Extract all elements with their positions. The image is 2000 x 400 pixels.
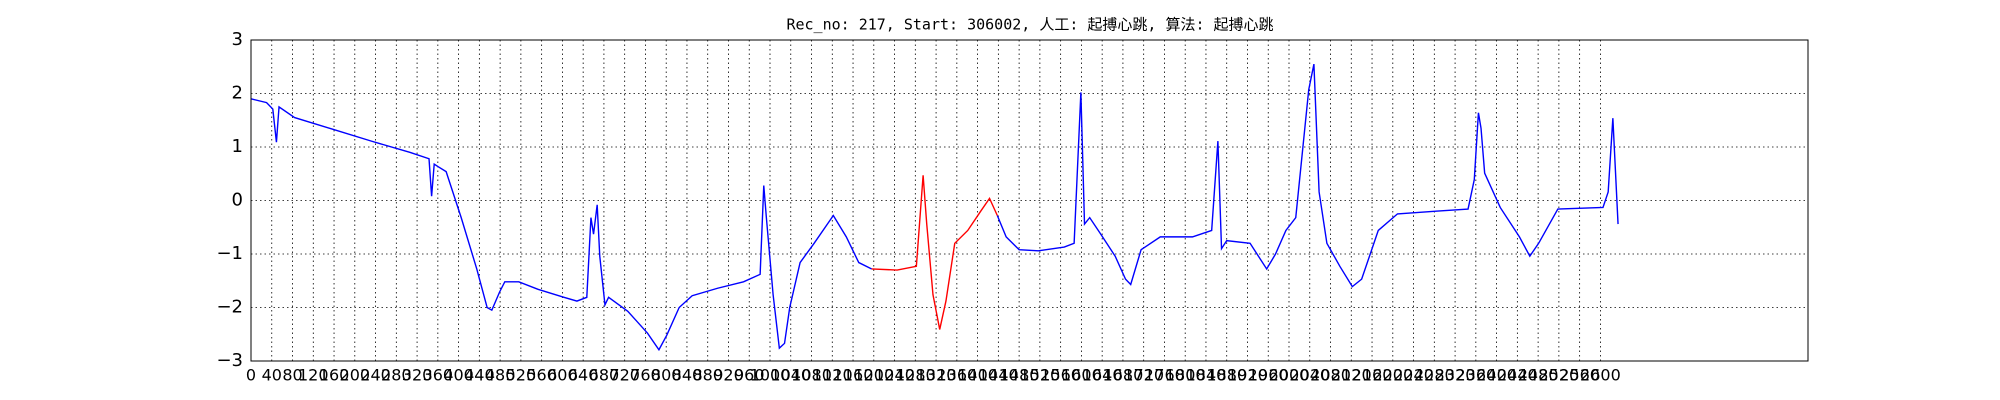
x-tick-label: 640 [568,366,599,385]
x-tick-label: 480 [485,366,516,385]
x-tick-label: 1600 [1061,366,1102,385]
x-tick-label: 960 [734,366,765,385]
y-tick-label: 2 [232,83,243,104]
x-tick-label: 680 [589,366,620,385]
x-tick-label: 1120 [812,366,853,385]
series-line [871,175,998,330]
x-tick-label: 2480 [1518,366,1559,385]
x-tick-label: 200 [340,366,371,385]
x-tick-label: 1360 [936,366,977,385]
x-tick-label: 1440 [978,366,1019,385]
x-tick-label: 2200 [1372,366,1413,385]
x-tick-label: 1920 [1227,366,1268,385]
y-tick-label: 1 [232,136,243,157]
x-tick-label: 1880 [1206,366,1247,385]
x-tick-label: 840 [672,366,703,385]
x-tick-label: 40 [262,366,282,385]
x-tick-label: 1280 [895,366,936,385]
x-tick-label: 2160 [1352,366,1393,385]
x-tick-label: 2440 [1497,366,1538,385]
x-tick-label: 1680 [1103,366,1144,385]
y-tick-label: 0 [232,190,243,211]
x-tick-label: 880 [692,366,723,385]
x-tick-label: 2520 [1539,366,1580,385]
x-tick-label: 160 [319,366,350,385]
x-tick-label: 920 [713,366,744,385]
x-tick-label: 2040 [1289,366,1330,385]
x-tick-label: 280 [381,366,412,385]
chart-title: Rec_no: 217, Start: 306002, 人工: 起搏心跳, 算法… [786,16,1273,34]
x-tick-label: 2120 [1331,366,1372,385]
x-tick-label: 1480 [999,366,1040,385]
x-tick-label: 2400 [1476,366,1517,385]
x-tick-label: 80 [282,366,302,385]
x-tick-label: 1720 [1123,366,1164,385]
y-tick-label: 3 [232,29,243,50]
x-tick-label: 2080 [1310,366,1351,385]
x-tick-label: 1200 [853,366,894,385]
x-tick-label: 2240 [1393,366,1434,385]
x-tick-label: 1320 [916,366,957,385]
x-tick-label: 1080 [791,366,832,385]
x-tick-label: 360 [423,366,454,385]
series-line [250,63,1619,352]
y-tick-label: −3 [216,350,243,371]
x-tick-label: 240 [360,366,391,385]
x-tick-label: 2280 [1414,366,1455,385]
y-tick-label: −2 [216,297,243,318]
x-tick-label: 1160 [833,366,874,385]
x-tick-label: 2000 [1269,366,1310,385]
x-tick-label: 1640 [1082,366,1123,385]
x-tick-label: 1000 [750,366,791,385]
x-tick-label: 600 [547,366,578,385]
x-tick-label: 1040 [770,366,811,385]
x-tick-label: 320 [402,366,433,385]
x-tick-label: 1760 [1144,366,1185,385]
x-tick-label: 1240 [874,366,915,385]
x-tick-label: 520 [506,366,537,385]
x-tick-label: 1560 [1040,366,1081,385]
x-tick-label: 2320 [1435,366,1476,385]
x-tick-label: 720 [609,366,640,385]
x-tick-label: 1520 [1020,366,1061,385]
x-tick-label: 760 [630,366,661,385]
x-tick-label: 1960 [1248,366,1289,385]
x-tick-label: 0 [246,366,256,385]
x-tick-label: 120 [298,366,329,385]
x-tick-label: 800 [651,366,682,385]
x-tick-label: 2560 [1559,366,1600,385]
plot-frame [250,39,1809,362]
x-tick-label: 440 [464,366,495,385]
x-tick-label: 1840 [1186,366,1227,385]
y-tick-label: −1 [216,243,243,264]
x-tick-label: 1800 [1165,366,1206,385]
x-tick-label: 400 [443,366,474,385]
x-tick-label: 2360 [1455,366,1496,385]
x-tick-label: 560 [526,366,557,385]
x-tick-label: 2600 [1580,366,1621,385]
x-tick-label: 1400 [957,366,998,385]
